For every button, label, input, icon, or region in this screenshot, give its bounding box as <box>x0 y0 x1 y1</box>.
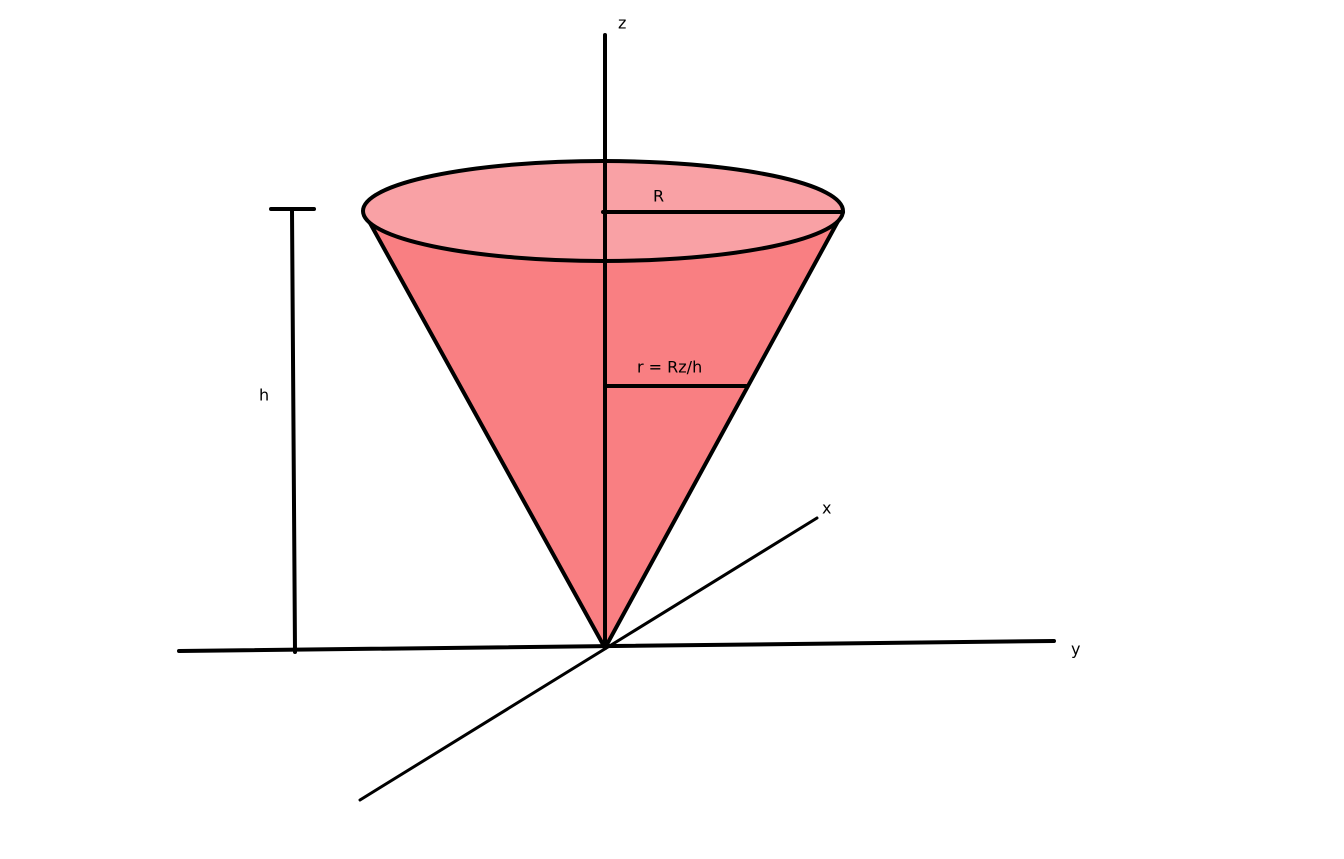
x-axis-label: x <box>822 499 831 518</box>
radius-label: R <box>653 187 664 206</box>
y-axis-label: y <box>1071 640 1080 659</box>
z-axis-label: z <box>618 14 626 33</box>
x-axis <box>358 516 819 802</box>
height-label: h <box>259 386 269 405</box>
cone-edge-right <box>603 210 845 650</box>
y-axis <box>177 639 1056 653</box>
cone-edge-left <box>363 212 607 650</box>
height-line <box>290 208 297 654</box>
radius-at-z-label: r = Rz/h <box>637 358 702 377</box>
